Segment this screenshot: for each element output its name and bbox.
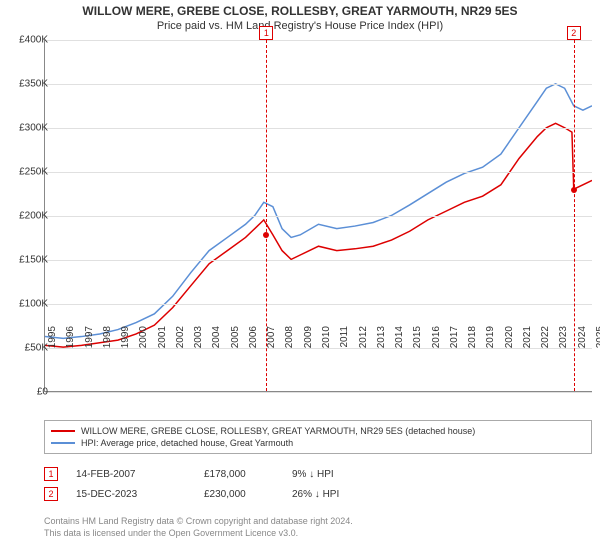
x-axis-label: 2011 xyxy=(339,326,350,356)
sale-row-number: 2 xyxy=(44,487,58,501)
x-axis-label: 1996 xyxy=(65,326,76,356)
y-axis-label: £300K xyxy=(8,123,48,134)
y-axis-label: £250K xyxy=(8,167,48,178)
sale-row: 2 15-DEC-2023 £230,000 26% ↓ HPI xyxy=(44,484,592,504)
y-axis-label: £50K xyxy=(8,343,48,354)
x-axis-label: 2012 xyxy=(358,326,369,356)
legend-box: WILLOW MERE, GREBE CLOSE, ROLLESBY, GREA… xyxy=(44,420,592,454)
sale-row-price: £230,000 xyxy=(204,489,274,500)
footer-line-2: This data is licensed under the Open Gov… xyxy=(44,528,592,540)
sale-marker-dot xyxy=(571,187,577,193)
x-axis-label: 2009 xyxy=(303,326,314,356)
gridline-h xyxy=(45,392,592,393)
chart-title: WILLOW MERE, GREBE CLOSE, ROLLESBY, GREA… xyxy=(0,0,600,18)
legend-label: HPI: Average price, detached house, Grea… xyxy=(81,438,293,448)
y-axis-label: £400K xyxy=(8,35,48,46)
x-axis-label: 2002 xyxy=(175,326,186,356)
gridline-h xyxy=(45,172,592,173)
x-axis-label: 2013 xyxy=(376,326,387,356)
sale-row-price: £178,000 xyxy=(204,469,274,480)
x-axis-label: 1995 xyxy=(47,326,58,356)
y-axis-label: £100K xyxy=(8,299,48,310)
x-axis-label: 2005 xyxy=(230,326,241,356)
x-axis-label: 2014 xyxy=(394,326,405,356)
x-axis-label: 2021 xyxy=(522,326,533,356)
sale-row-diff: 26% ↓ HPI xyxy=(292,489,392,500)
gridline-h xyxy=(45,40,592,41)
x-axis-label: 2022 xyxy=(540,326,551,356)
x-axis-label: 2020 xyxy=(504,326,515,356)
sale-row-number: 1 xyxy=(44,467,58,481)
sale-row-diff: 9% ↓ HPI xyxy=(292,469,392,480)
series-line xyxy=(45,123,592,347)
y-axis-label: £0 xyxy=(8,387,48,398)
y-axis-label: £350K xyxy=(8,79,48,90)
legend-row: WILLOW MERE, GREBE CLOSE, ROLLESBY, GREA… xyxy=(51,425,585,437)
x-axis-label: 2016 xyxy=(431,326,442,356)
x-axis-label: 2008 xyxy=(284,326,295,356)
sale-row: 1 14-FEB-2007 £178,000 9% ↓ HPI xyxy=(44,464,592,484)
sales-table: 1 14-FEB-2007 £178,000 9% ↓ HPI 2 15-DEC-2023… xyxy=(44,464,592,504)
x-axis-label: 2000 xyxy=(138,326,149,356)
x-axis-label: 2018 xyxy=(467,326,478,356)
chart-container: WILLOW MERE, GREBE CLOSE, ROLLESBY, GREA… xyxy=(0,0,600,560)
series-line xyxy=(45,84,592,338)
sale-marker-number: 2 xyxy=(567,26,581,40)
legend-row: HPI: Average price, detached house, Grea… xyxy=(51,437,585,449)
x-axis-label: 2006 xyxy=(248,326,259,356)
gridline-h xyxy=(45,84,592,85)
x-axis-label: 1998 xyxy=(102,326,113,356)
x-axis-label: 2019 xyxy=(485,326,496,356)
x-axis-label: 1997 xyxy=(84,326,95,356)
y-axis-label: £200K xyxy=(8,211,48,222)
x-axis-label: 2003 xyxy=(193,326,204,356)
legend-label: WILLOW MERE, GREBE CLOSE, ROLLESBY, GREA… xyxy=(81,426,475,436)
sale-marker-line xyxy=(574,40,575,391)
legend-swatch xyxy=(51,442,75,444)
gridline-h xyxy=(45,216,592,217)
sale-marker-dot xyxy=(263,232,269,238)
gridline-h xyxy=(45,128,592,129)
x-axis-label: 2025 xyxy=(595,326,600,356)
y-axis-label: £150K xyxy=(8,255,48,266)
gridline-h xyxy=(45,260,592,261)
x-axis-label: 2010 xyxy=(321,326,332,356)
x-axis-label: 2007 xyxy=(266,326,277,356)
footer-line-1: Contains HM Land Registry data © Crown c… xyxy=(44,516,592,528)
chart-subtitle: Price paid vs. HM Land Registry's House … xyxy=(0,18,600,36)
x-axis-label: 2023 xyxy=(558,326,569,356)
sale-row-date: 14-FEB-2007 xyxy=(76,469,186,480)
sale-row-date: 15-DEC-2023 xyxy=(76,489,186,500)
sale-marker-number: 1 xyxy=(259,26,273,40)
x-axis-label: 2004 xyxy=(211,326,222,356)
gridline-h xyxy=(45,304,592,305)
x-axis-label: 1999 xyxy=(120,326,131,356)
x-axis-label: 2001 xyxy=(157,326,168,356)
legend-swatch xyxy=(51,430,75,432)
footer-attribution: Contains HM Land Registry data © Crown c… xyxy=(44,516,592,539)
x-axis-label: 2015 xyxy=(412,326,423,356)
x-axis-label: 2024 xyxy=(577,326,588,356)
x-axis-label: 2017 xyxy=(449,326,460,356)
